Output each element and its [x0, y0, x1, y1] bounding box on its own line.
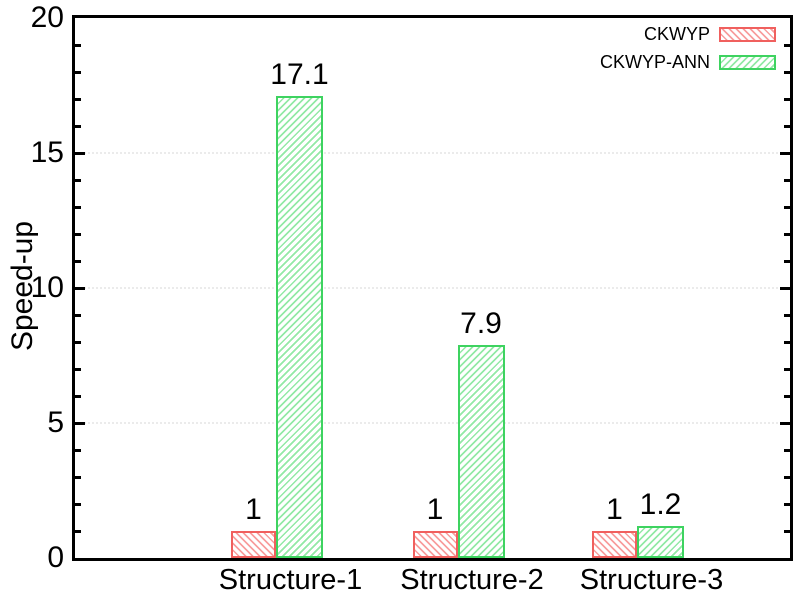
- minor-tick-left-y1: [75, 529, 81, 533]
- legend: CKWYP CKWYP-ANN: [600, 24, 776, 73]
- minor-tick-left-y4: [75, 448, 81, 452]
- minor-tick-left-y11: [75, 259, 81, 263]
- minor-tick-right-y3: [784, 475, 790, 479]
- value-label-ckwyp-ann-structure-1: 17.1: [270, 58, 329, 92]
- minor-tick-left-y3: [75, 475, 81, 479]
- y-tick-label-5: 5: [47, 406, 64, 439]
- minor-tick-right-y1: [784, 529, 790, 533]
- minor-tick-right-y8: [784, 340, 790, 344]
- major-tick-right-y10: [780, 286, 790, 290]
- legend-swatch-ckwyp-ann-hatch-icon: [719, 55, 776, 70]
- major-tick-left-y5: [75, 421, 85, 425]
- legend-row-ckwyp: CKWYP: [644, 24, 776, 45]
- y-tick-label-20: 20: [30, 1, 64, 34]
- bar-ckwyp-structure-1: [231, 531, 276, 558]
- bar-ckwyp-ann-structure-2: [457, 344, 505, 558]
- bar-ckwyp-structure-2: [412, 531, 458, 558]
- x-category-label-structure-3: Structure-3: [579, 564, 724, 596]
- minor-tick-right-y9: [784, 313, 790, 317]
- value-label-ckwyp-structure-3: 1: [606, 493, 623, 526]
- bar-ckwyp-ann-structure-3: [637, 525, 684, 558]
- x-category-label-structure-1: Structure-1: [218, 564, 363, 596]
- y-tick-label-15: 15: [30, 136, 64, 169]
- minor-tick-right-y16: [784, 124, 790, 128]
- minor-tick-right-y13: [784, 205, 790, 209]
- minor-tick-left-y2: [75, 502, 81, 506]
- minor-tick-right-y7: [784, 367, 790, 371]
- minor-tick-right-y14: [784, 178, 790, 182]
- value-label-ckwyp-ann-structure-3: 1.2: [639, 487, 682, 521]
- minor-tick-left-y7: [75, 367, 81, 371]
- minor-tick-right-y4: [784, 448, 790, 452]
- minor-tick-left-y16: [75, 124, 81, 128]
- gridline-y5: [75, 422, 790, 424]
- gridline-y10: [75, 287, 790, 289]
- minor-tick-right-y17: [784, 97, 790, 101]
- minor-tick-left-y19: [75, 43, 81, 47]
- minor-tick-left-y6: [75, 394, 81, 398]
- minor-tick-left-y9: [75, 313, 81, 317]
- major-tick-left-y15: [75, 151, 85, 155]
- major-tick-left-y10: [75, 286, 85, 290]
- minor-tick-right-y11: [784, 259, 790, 263]
- minor-tick-right-y6: [784, 394, 790, 398]
- major-tick-right-y15: [780, 151, 790, 155]
- major-tick-right-y5: [780, 421, 790, 425]
- minor-tick-right-y19: [784, 43, 790, 47]
- minor-tick-left-y12: [75, 232, 81, 236]
- minor-tick-left-y17: [75, 97, 81, 101]
- legend-swatch-ckwyp-hatch-icon: [719, 27, 776, 42]
- plot-border: [72, 15, 793, 561]
- y-tick-label-10: 10: [30, 271, 64, 304]
- gridline-y15: [75, 152, 790, 154]
- value-label-ckwyp-structure-1: 1: [245, 493, 262, 526]
- minor-tick-right-y2: [784, 502, 790, 506]
- minor-tick-right-y18: [784, 70, 790, 74]
- legend-label-ckwyp-ann: CKWYP-ANN: [599, 52, 710, 72]
- bar-ckwyp-ann-structure-1: [276, 96, 323, 558]
- minor-tick-left-y18: [75, 70, 81, 74]
- bar-ckwyp-structure-3: [592, 531, 637, 558]
- value-label-ckwyp-ann-structure-2: 7.9: [460, 306, 502, 340]
- x-category-label-structure-2: Structure-2: [400, 564, 544, 596]
- legend-row-ckwyp-ann: CKWYP-ANN: [600, 52, 776, 73]
- minor-tick-left-y14: [75, 178, 81, 182]
- minor-tick-right-y12: [784, 232, 790, 236]
- y-tick-label-0: 0: [47, 541, 64, 574]
- legend-label-ckwyp: CKWYP: [643, 24, 710, 44]
- minor-tick-left-y8: [75, 340, 81, 344]
- value-label-ckwyp-structure-2: 1: [426, 493, 444, 526]
- minor-tick-left-y13: [75, 205, 81, 209]
